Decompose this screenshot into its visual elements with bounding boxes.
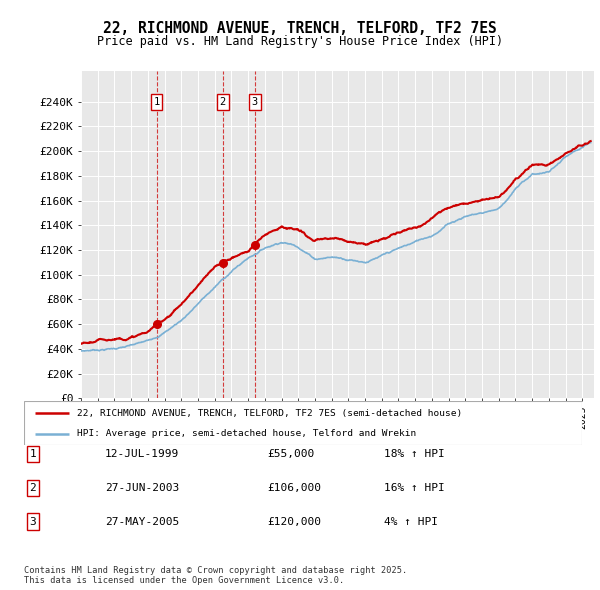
Text: £106,000: £106,000 xyxy=(267,483,321,493)
Text: 12-JUL-1999: 12-JUL-1999 xyxy=(105,450,179,459)
Text: 3: 3 xyxy=(29,517,37,526)
Text: £55,000: £55,000 xyxy=(267,450,314,459)
Text: 18% ↑ HPI: 18% ↑ HPI xyxy=(384,450,445,459)
Text: 1: 1 xyxy=(29,450,37,459)
Text: 1: 1 xyxy=(154,97,160,107)
Text: 22, RICHMOND AVENUE, TRENCH, TELFORD, TF2 7ES: 22, RICHMOND AVENUE, TRENCH, TELFORD, TF… xyxy=(103,21,497,35)
Text: HPI: Average price, semi-detached house, Telford and Wrekin: HPI: Average price, semi-detached house,… xyxy=(77,429,416,438)
Text: 2: 2 xyxy=(220,97,226,107)
Text: 2: 2 xyxy=(29,483,37,493)
Text: 3: 3 xyxy=(252,97,258,107)
Text: £120,000: £120,000 xyxy=(267,517,321,526)
Text: Contains HM Land Registry data © Crown copyright and database right 2025.
This d: Contains HM Land Registry data © Crown c… xyxy=(24,566,407,585)
Text: 27-JUN-2003: 27-JUN-2003 xyxy=(105,483,179,493)
Text: 22, RICHMOND AVENUE, TRENCH, TELFORD, TF2 7ES (semi-detached house): 22, RICHMOND AVENUE, TRENCH, TELFORD, TF… xyxy=(77,409,462,418)
Text: Price paid vs. HM Land Registry's House Price Index (HPI): Price paid vs. HM Land Registry's House … xyxy=(97,35,503,48)
Text: 16% ↑ HPI: 16% ↑ HPI xyxy=(384,483,445,493)
Text: 4% ↑ HPI: 4% ↑ HPI xyxy=(384,517,438,526)
Text: 27-MAY-2005: 27-MAY-2005 xyxy=(105,517,179,526)
